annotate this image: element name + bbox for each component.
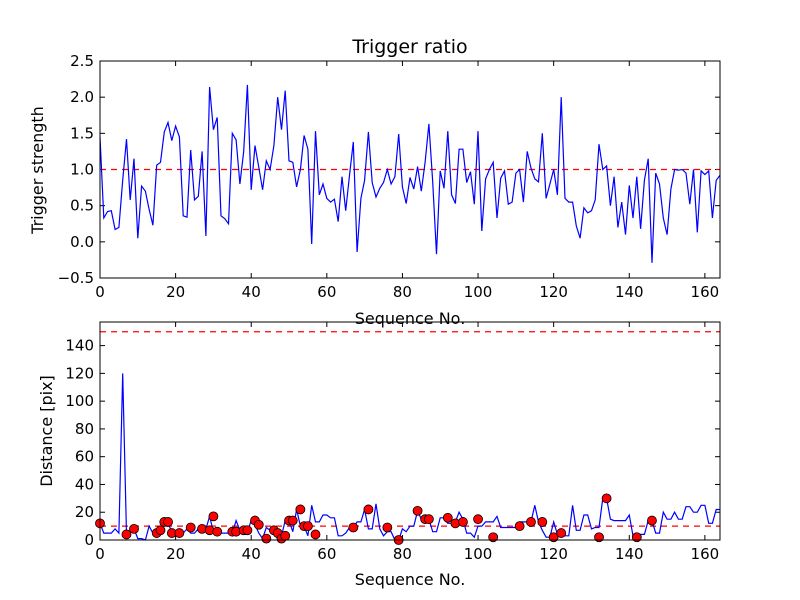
- bottom-x-tick-label: 60: [317, 545, 336, 563]
- bottom-marker-point: [129, 523, 139, 534]
- bottom-marker-point: [412, 505, 423, 516]
- bottom-marker-point: [261, 533, 272, 544]
- bottom-y-tick-label: 100: [65, 392, 94, 410]
- top-chart-title: Trigger ratio: [351, 36, 467, 58]
- bottom-marker-point: [442, 512, 453, 523]
- top-x-tick-label: 40: [242, 283, 261, 301]
- bottom-marker-point: [488, 532, 499, 543]
- bottom-marker-point: [348, 522, 359, 533]
- bottom-marker-point: [473, 514, 483, 525]
- bottom-y-tick-label: 140: [65, 337, 94, 355]
- bottom-marker-point: [514, 521, 525, 532]
- bottom-marker-point: [647, 515, 657, 526]
- bottom-marker-point: [537, 517, 548, 527]
- bottom-marker-point: [594, 532, 604, 543]
- bottom-marker-point: [174, 528, 185, 538]
- bottom-marker-point: [295, 504, 306, 515]
- bottom-marker-point: [121, 529, 132, 540]
- bottom-marker-point: [163, 517, 173, 527]
- top-y-tick-label: 1.0: [70, 161, 94, 179]
- bottom-marker-point: [526, 517, 536, 527]
- bottom-marker-point: [280, 530, 291, 541]
- bottom-marker-point: [303, 521, 313, 532]
- top-y-tick-label: 1.5: [70, 124, 94, 142]
- bottom-x-tick-label: 160: [691, 545, 720, 563]
- bottom-marker-point: [185, 522, 196, 533]
- top-y-tick-label: −0.5: [58, 269, 94, 287]
- bottom-marker-point: [363, 504, 374, 515]
- bottom-marker-point: [382, 522, 393, 533]
- top-y-tick-label: 0.5: [70, 197, 94, 215]
- bottom-marker-point: [242, 525, 253, 536]
- bottom-x-axis-title: Sequence No.: [355, 570, 466, 589]
- top-chart-frame: [99, 60, 721, 279]
- top-x-tick-label: 0: [95, 283, 105, 301]
- bottom-marker-point: [556, 528, 567, 538]
- bottom-marker-point: [287, 515, 298, 526]
- bottom-marker-point: [548, 532, 559, 543]
- top-y-axis-title: Trigger strength: [28, 106, 47, 235]
- top-x-tick-label: 100: [464, 283, 493, 301]
- bottom-x-tick-label: 140: [615, 545, 644, 563]
- top-x-tick-label: 20: [166, 283, 185, 301]
- bottom-marker-point: [601, 493, 612, 504]
- top-x-tick-label: 120: [539, 283, 568, 301]
- bottom-y-tick-label: 60: [75, 448, 94, 466]
- bottom-y-axis-title: Distance [pix]: [37, 375, 56, 487]
- bottom-x-tick-label: 80: [393, 545, 412, 563]
- bottom-marker-point: [253, 519, 264, 530]
- top-x-axis-title: Sequence No.: [355, 309, 466, 328]
- bottom-marker-point: [310, 529, 321, 540]
- top-x-tick-label: 140: [615, 283, 644, 301]
- bottom-y-tick-label: 120: [65, 364, 94, 382]
- bottom-markers: [95, 493, 657, 545]
- bottom-chart-ticks: 0 20 40 60 80 100 120 140 160 0 20 40 60 80 100 120 140: [65, 322, 720, 563]
- bottom-chart-frame: [99, 321, 721, 541]
- bottom-marker-point: [458, 517, 468, 527]
- bottom-x-tick-label: 120: [539, 545, 568, 563]
- top-y-tick-label: 2.5: [70, 52, 94, 70]
- top-x-tick-label: 60: [317, 283, 336, 301]
- bottom-marker-point: [212, 526, 223, 537]
- bottom-y-tick-label: 20: [75, 503, 94, 521]
- bottom-marker-point: [631, 532, 642, 543]
- bottom-marker-point: [208, 511, 219, 522]
- bottom-x-tick-label: 20: [166, 545, 185, 563]
- bottom-x-tick-label: 40: [242, 545, 261, 563]
- top-x-tick-label: 80: [393, 283, 412, 301]
- bottom-marker-point: [155, 525, 166, 536]
- bottom-marker-point: [424, 514, 434, 525]
- top-x-tick-label: 160: [691, 283, 720, 301]
- bottom-x-tick-label: 100: [464, 545, 493, 563]
- bottom-y-tick-label: 40: [75, 475, 94, 493]
- top-y-tick-label: 0.0: [70, 233, 94, 251]
- bottom-y-tick-label: 80: [75, 420, 94, 438]
- top-series-line: [99, 84, 721, 263]
- bottom-y-tick-label: 0: [84, 531, 94, 549]
- bottom-x-tick-label: 0: [95, 545, 105, 563]
- top-chart-ticks: 0 20 40 60 80 100 120 140 160 −0.5 0.0 0.5 1.0 1.5 2.0…: [58, 52, 720, 301]
- top-y-tick-label: 2.0: [70, 88, 94, 106]
